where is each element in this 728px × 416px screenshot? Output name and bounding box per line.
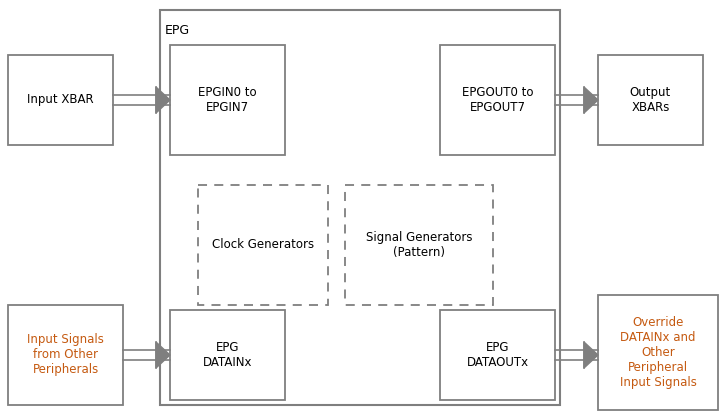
Text: EPGIN0 to
EPGIN7: EPGIN0 to EPGIN7 <box>198 86 257 114</box>
Text: Clock Generators: Clock Generators <box>212 238 314 252</box>
Polygon shape <box>584 87 598 113</box>
Text: Override
DATAINx and
Other
Peripheral
Input Signals: Override DATAINx and Other Peripheral In… <box>620 316 697 389</box>
Polygon shape <box>156 87 170 113</box>
Bar <box>170 45 285 155</box>
Text: Signal Generators
(Pattern): Signal Generators (Pattern) <box>365 231 472 259</box>
Bar <box>198 185 328 305</box>
Text: Output
XBARs: Output XBARs <box>630 86 671 114</box>
Text: Input Signals
from Other
Peripherals: Input Signals from Other Peripherals <box>27 334 104 376</box>
Bar <box>345 185 493 305</box>
Bar <box>598 295 718 410</box>
Text: Input XBAR: Input XBAR <box>27 94 94 106</box>
Text: EPG
DATAINx: EPG DATAINx <box>203 341 252 369</box>
Bar <box>8 305 123 405</box>
Polygon shape <box>156 342 170 368</box>
Text: EPG: EPG <box>165 24 190 37</box>
Bar <box>440 45 555 155</box>
Text: EPGOUT0 to
EPGOUT7: EPGOUT0 to EPGOUT7 <box>462 86 533 114</box>
Bar <box>170 310 285 400</box>
Bar <box>160 10 560 405</box>
Text: EPG
DATAOUTx: EPG DATAOUTx <box>467 341 529 369</box>
Bar <box>440 310 555 400</box>
Polygon shape <box>584 342 598 368</box>
Bar <box>8 55 113 145</box>
Bar <box>598 55 703 145</box>
